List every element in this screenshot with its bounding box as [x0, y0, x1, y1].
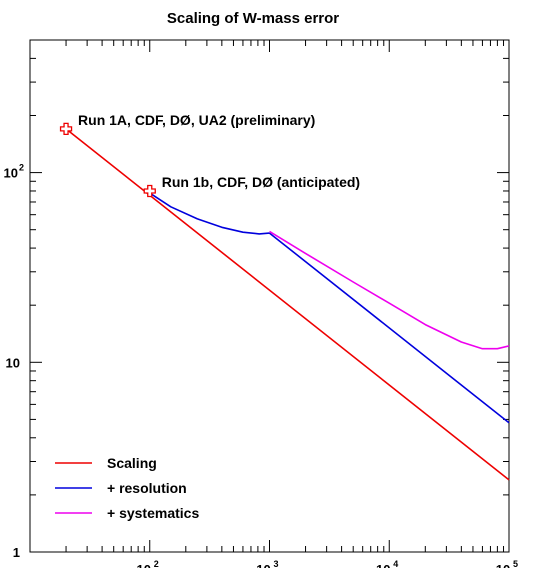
series-line-resolution: [149, 192, 270, 235]
legend-label: + resolution: [107, 480, 187, 496]
series-line-resolution: [269, 232, 510, 424]
data-marker-cross: [59, 122, 73, 136]
x-tick-label: 10: [496, 562, 510, 568]
series-line-systematics: [269, 230, 510, 350]
x-tick-label: 10: [256, 562, 270, 568]
legend-label: Scaling: [107, 455, 157, 471]
x-tick-exponent: 4: [393, 559, 398, 568]
x-tick-label: 10: [376, 562, 390, 568]
series-lines: [65, 128, 510, 481]
data-markers: [59, 122, 156, 198]
marker-annotation: Run 1b, CDF, DØ (anticipated): [162, 174, 360, 190]
y-tick-exponent: 2: [19, 163, 24, 173]
annotations: Run 1A, CDF, DØ, UA2 (preliminary) Run 1b…: [78, 112, 360, 190]
legend-label: + systematics: [107, 505, 199, 521]
x-tick-exponent: 3: [274, 559, 279, 568]
marker-annotation: Run 1A, CDF, DØ, UA2 (preliminary): [78, 112, 315, 128]
y-tick-label: 10: [6, 355, 20, 370]
x-tick-exponent: 5: [513, 559, 518, 568]
x-tick-exponent: 2: [154, 559, 159, 568]
legend: Scaling + resolution + systematics: [55, 455, 199, 521]
axis-ticks: [29, 39, 509, 553]
y-tick-label: 1: [13, 545, 20, 560]
data-marker-cross: [143, 184, 156, 198]
y-tick-label: 10: [4, 166, 18, 181]
series-line-scaling: [65, 128, 510, 481]
chart-title: Scaling of W-mass error: [167, 10, 339, 27]
x-tick-label: 10: [137, 562, 151, 568]
axis-tick-labels: 102103104105110102: [4, 163, 518, 568]
